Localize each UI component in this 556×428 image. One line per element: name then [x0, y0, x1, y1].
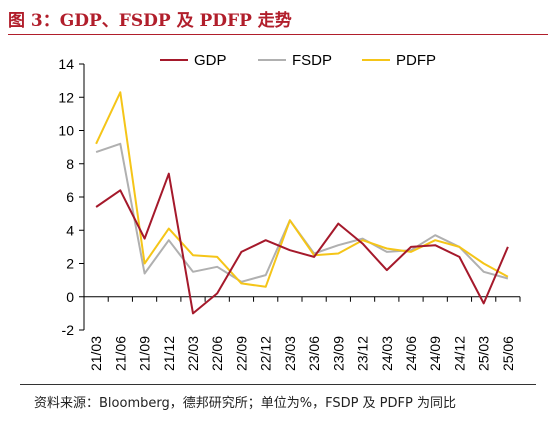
- y-tick-label: 2: [66, 256, 74, 272]
- x-tick-label: 23/12: [355, 336, 371, 371]
- x-tick-label: 21/06: [112, 336, 128, 371]
- x-tick-label: 24/12: [451, 336, 467, 371]
- x-tick-label: 21/09: [137, 336, 153, 371]
- x-tick-label: 25/06: [500, 336, 516, 371]
- y-tick-label: -2: [62, 322, 75, 338]
- x-tick-label: 23/03: [282, 336, 298, 371]
- series-line-fsdp: [95, 142, 509, 283]
- y-tick-label: 14: [58, 56, 74, 72]
- x-tick-label: 24/03: [379, 336, 395, 371]
- source-note: 资料来源：Bloomberg，德邦研究所；单位为%，FSDP 及 PDFP 为同…: [34, 396, 456, 411]
- x-tick-label: 22/12: [258, 336, 274, 371]
- x-tick-label: 24/09: [427, 336, 443, 371]
- x-tick-label: 21/03: [88, 336, 104, 371]
- footer-divider: [20, 384, 536, 385]
- y-tick-label: 6: [66, 189, 74, 205]
- x-tick-label: 22/03: [185, 336, 201, 371]
- x-tick-label: 21/12: [161, 336, 177, 371]
- y-tick-label: 0: [66, 289, 74, 305]
- y-tick-label: 8: [66, 156, 74, 172]
- x-tick-label: 25/03: [476, 336, 492, 371]
- title-divider: [8, 34, 548, 35]
- series-line-gdp: [95, 172, 509, 315]
- x-tick-label: 23/06: [306, 336, 322, 371]
- x-tick-label: 22/06: [209, 336, 225, 371]
- chart-title: 图 3：GDP、FSDP 及 PDFP 走势: [8, 11, 292, 31]
- y-tick-label: 10: [58, 123, 74, 139]
- legend-label-gdp: GDP: [194, 52, 227, 69]
- x-tick-label: 22/09: [233, 336, 249, 371]
- x-tick-label: 23/09: [330, 336, 346, 371]
- legend-label-fsdp: FSDP: [292, 52, 332, 69]
- series-line-pdfp: [95, 91, 509, 288]
- y-tick-label: 4: [66, 222, 74, 238]
- x-tick-label: 24/06: [403, 336, 419, 371]
- y-tick-label: 12: [58, 89, 74, 105]
- line-chart: -2 0 2 4 6 8 10 12 14 21/03 21/06 21/09 21/12 22/03 22…: [58, 52, 521, 371]
- legend-label-pdfp: PDFP: [396, 52, 436, 69]
